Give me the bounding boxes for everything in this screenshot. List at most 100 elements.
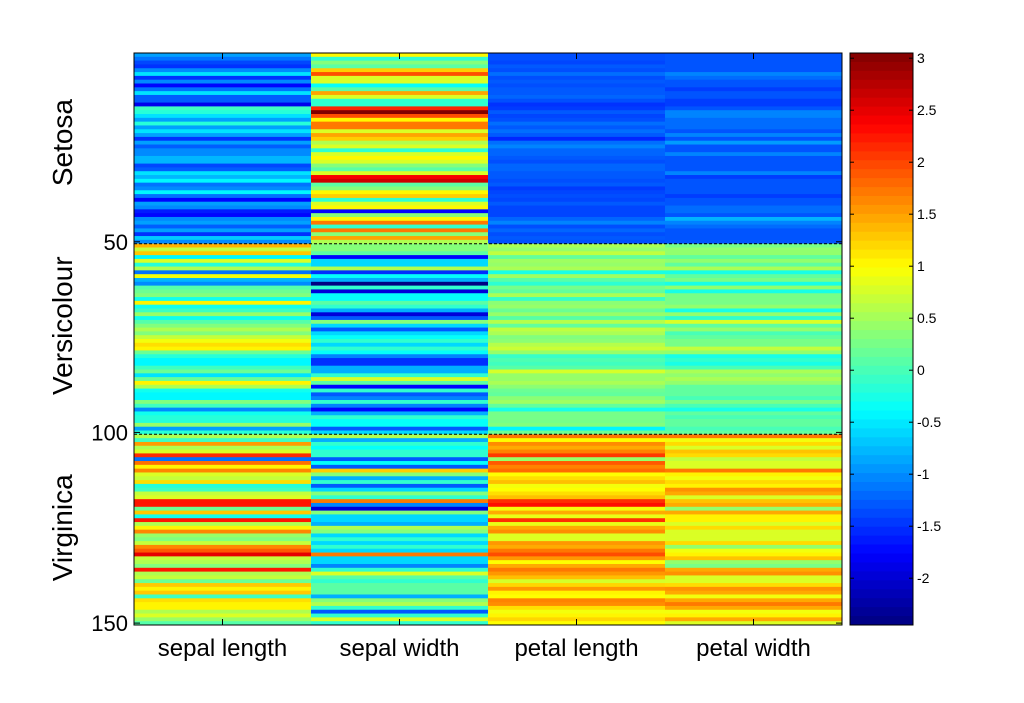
heatmap-cell	[488, 167, 666, 172]
heatmap-cell	[665, 373, 842, 378]
heatmap-cell	[665, 75, 842, 81]
heatmap-cell	[311, 453, 489, 458]
heatmap-cell	[665, 609, 842, 615]
heatmap-cell	[311, 190, 489, 195]
heatmap-cell	[488, 197, 666, 203]
heatmap-cell	[311, 380, 489, 386]
heatmap-cell	[488, 415, 666, 420]
heatmap-cell	[488, 583, 666, 588]
heatmap-cell	[134, 586, 312, 592]
heatmap-cell	[134, 327, 312, 332]
colorbar-tick-label: 2.5	[917, 102, 937, 118]
heatmap-cell	[311, 556, 489, 561]
heatmap-cell	[665, 220, 842, 226]
heatmap-cell	[665, 190, 842, 195]
heatmap-cell	[488, 613, 666, 618]
heatmap-cell	[665, 544, 842, 550]
heatmap-cell	[488, 144, 666, 149]
heatmap-cell	[134, 129, 312, 134]
heatmap-cell	[134, 506, 312, 512]
heatmap-cell	[311, 609, 489, 615]
heatmap-cell	[134, 190, 312, 195]
heatmap-cell	[665, 331, 842, 336]
heatmap-cell	[134, 205, 312, 210]
heatmap-cell	[488, 335, 666, 340]
heatmap-cell	[665, 346, 842, 352]
heatmap-cell	[488, 426, 666, 432]
heatmap-cell	[311, 373, 489, 378]
heatmap-cell	[134, 342, 312, 348]
heatmap-cell	[488, 544, 666, 550]
heatmap-cell	[134, 613, 312, 618]
heatmap-cell	[311, 350, 489, 355]
heatmap-cell	[311, 201, 489, 207]
heatmap-cell	[488, 163, 666, 168]
heatmap-cell	[311, 327, 489, 332]
colorbar-band	[850, 61, 913, 72]
heatmap-cell	[488, 255, 666, 260]
heatmap-cell	[665, 205, 842, 210]
heatmap-cell	[311, 293, 489, 298]
heatmap-cell	[134, 239, 312, 245]
heatmap-cell	[134, 87, 312, 92]
heatmap-cell	[488, 602, 666, 607]
colorbar-band	[850, 428, 913, 438]
heatmap-cell	[665, 293, 842, 298]
heatmap-cell	[665, 415, 842, 420]
heatmap-cell	[665, 140, 842, 146]
heatmap-cell	[665, 323, 842, 329]
heatmap-cell	[134, 361, 312, 367]
colorbar-band	[850, 499, 913, 510]
heatmap-cell	[665, 567, 842, 573]
heatmap-cell	[488, 129, 666, 134]
heatmap-cell	[311, 281, 489, 287]
heatmap-cell	[311, 239, 489, 245]
heatmap-cell	[488, 87, 666, 92]
heatmap-cell	[488, 575, 666, 580]
heatmap-cell	[665, 255, 842, 260]
heatmap-cell	[311, 483, 489, 489]
colorbar-band	[850, 526, 913, 537]
heatmap-cell	[665, 400, 842, 405]
colorbar-band	[850, 258, 913, 268]
heatmap-cell	[134, 365, 312, 371]
heatmap-cell	[311, 297, 489, 302]
heatmap-cell	[311, 159, 489, 165]
heatmap-cell	[665, 365, 842, 371]
heatmap-cell	[134, 377, 312, 382]
heatmap-cell	[311, 285, 489, 291]
heatmap-cell	[311, 552, 489, 557]
heatmap-cell	[134, 114, 312, 119]
heatmap-cell	[134, 464, 312, 470]
heatmap-cell	[665, 388, 842, 393]
colorbar-band	[850, 97, 913, 108]
heatmap-cell	[488, 312, 666, 317]
heatmap-cell	[488, 213, 666, 218]
heatmap-cell	[311, 464, 489, 470]
heatmap-cell	[488, 502, 666, 508]
heatmap-cell	[488, 361, 666, 367]
heatmap-cell	[311, 411, 489, 416]
heatmap-cell	[311, 533, 489, 538]
heatmap-cell	[665, 533, 842, 538]
heatmap-cell	[488, 571, 666, 577]
heatmap-cell	[665, 361, 842, 367]
heatmap-cell	[488, 114, 666, 119]
heatmap-cell	[488, 110, 666, 115]
heatmap-cell	[311, 579, 489, 584]
heatmap-cell	[311, 117, 489, 123]
heatmap-cell	[311, 339, 489, 344]
heatmap-cell	[665, 518, 842, 523]
heatmap-cell	[134, 461, 312, 466]
heatmap-cell	[488, 106, 666, 111]
heatmap-cell	[665, 327, 842, 332]
heatmap-cell	[134, 579, 312, 584]
heatmap-cell	[134, 434, 312, 439]
heatmap-cell	[134, 583, 312, 588]
heatmap-cell	[488, 354, 666, 359]
heatmap-cell	[134, 68, 312, 73]
heatmap-cell	[665, 300, 842, 306]
heatmap-cell	[665, 339, 842, 344]
heatmap-cell	[488, 133, 666, 138]
colorbar-band	[850, 79, 913, 90]
